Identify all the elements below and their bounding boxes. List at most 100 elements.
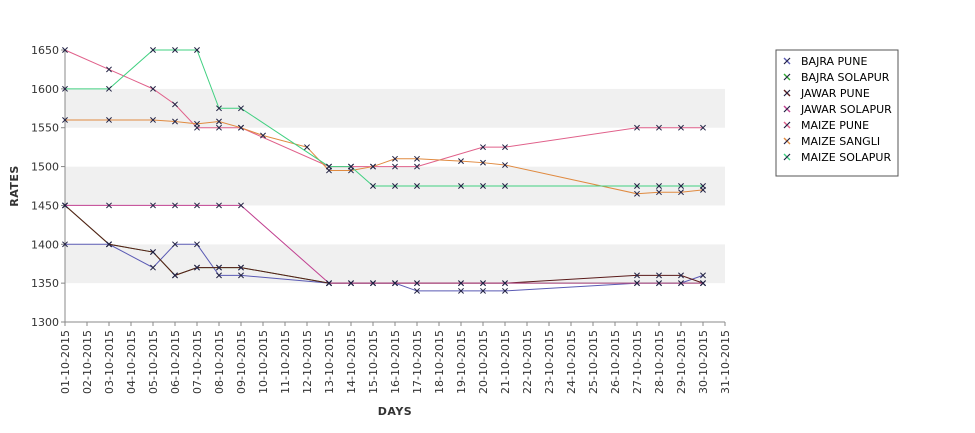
data-point-jawar-solapur xyxy=(194,202,200,209)
data-point-maize-solapur xyxy=(370,183,376,189)
marker-stroke xyxy=(502,287,508,294)
marker-stroke xyxy=(414,280,420,287)
data-point-jawar-solapur xyxy=(634,280,640,287)
y-tick-label: 1600 xyxy=(31,83,59,96)
x-tick-label: 31-10-2015 xyxy=(719,330,732,394)
data-point-bajra-pune xyxy=(700,272,706,279)
data-point-maize-solapur xyxy=(62,85,68,92)
data-point-jawar-solapur xyxy=(150,202,156,209)
data-point-jawar-solapur xyxy=(678,280,684,287)
marker-stroke xyxy=(656,124,662,131)
data-point-maize-solapur xyxy=(348,163,354,170)
y-axis-ticks: 1300 1350 1400 1450 1500 1550 1600 1650 xyxy=(31,44,65,329)
marker-stroke xyxy=(106,241,112,248)
data-point-maize-solapur xyxy=(106,85,112,92)
marker-stroke xyxy=(106,202,112,209)
marker-stroke xyxy=(656,183,662,189)
data-point-jawar-solapur xyxy=(414,280,420,287)
legend-item: MAIZE SANGLI xyxy=(783,135,880,148)
x-tick-label: 01-10-2015 xyxy=(59,330,72,394)
marker-stroke xyxy=(194,264,200,271)
data-point-maize-pune xyxy=(150,85,156,92)
marker-stroke xyxy=(678,183,684,189)
data-point-maize-solapur xyxy=(172,47,178,53)
legend-label: BAJRA PUNE xyxy=(801,55,867,68)
x-tick-label: 28-10-2015 xyxy=(653,330,666,394)
data-point-bajra-pune xyxy=(458,287,464,294)
data-point-maize-pune xyxy=(502,144,508,151)
data-point-jawar-pune xyxy=(194,264,200,271)
x-tick-label: 04-10-2015 xyxy=(125,330,138,394)
data-point-maize-sangli xyxy=(458,158,464,165)
y-tick-label: 1550 xyxy=(31,122,59,135)
marker-stroke xyxy=(62,116,68,123)
legend-item: JAWAR SOLAPUR xyxy=(783,103,892,116)
marker-stroke xyxy=(370,163,376,170)
marker-stroke xyxy=(458,287,464,294)
marker-stroke xyxy=(480,287,486,294)
x-tick-label: 26-10-2015 xyxy=(609,330,622,394)
data-point-maize-pune xyxy=(62,47,68,53)
data-point-maize-sangli xyxy=(194,120,200,127)
data-point-jawar-solapur xyxy=(700,280,706,287)
marker-stroke xyxy=(480,159,486,166)
marker-stroke xyxy=(458,158,464,165)
marker-stroke xyxy=(414,155,420,162)
marker-stroke xyxy=(634,280,640,287)
data-point-maize-solapur xyxy=(634,183,640,189)
data-point-jawar-pune xyxy=(238,264,244,271)
data-point-maize-pune xyxy=(678,124,684,131)
marker-stroke xyxy=(106,85,112,92)
marker-stroke xyxy=(238,202,244,209)
x-tick-label: 22-10-2015 xyxy=(521,330,534,394)
marker-stroke xyxy=(106,66,112,73)
marker-stroke xyxy=(172,47,178,53)
data-point-maize-sangli xyxy=(392,155,398,162)
marker-stroke xyxy=(348,163,354,170)
x-tick-label: 19-10-2015 xyxy=(455,330,468,394)
data-point-jawar-pune xyxy=(150,249,156,256)
marker-stroke xyxy=(414,163,420,170)
series-markers xyxy=(62,47,706,294)
data-point-maize-solapur xyxy=(656,183,662,189)
legend-label: MAIZE SOLAPUR xyxy=(801,151,891,164)
data-point-maize-pune xyxy=(414,163,420,170)
legend-label: MAIZE SANGLI xyxy=(801,135,880,148)
marker-stroke xyxy=(700,280,706,287)
data-point-maize-pune xyxy=(172,101,178,108)
marker-stroke xyxy=(216,118,222,125)
y-tick-label: 1450 xyxy=(31,199,59,212)
marker-stroke xyxy=(634,272,640,279)
data-point-maize-sangli xyxy=(480,159,486,166)
marker-stroke xyxy=(414,183,420,189)
x-tick-label: 02-10-2015 xyxy=(81,330,94,394)
data-point-bajra-pune xyxy=(502,287,508,294)
data-point-jawar-solapur xyxy=(216,202,222,209)
data-point-jawar-solapur xyxy=(62,202,68,209)
legend-marker xyxy=(783,57,791,65)
data-point-maize-sangli xyxy=(678,189,684,196)
x-tick-label: 27-10-2015 xyxy=(631,330,644,394)
data-point-maize-sangli xyxy=(634,190,640,197)
data-point-maize-pune xyxy=(106,66,112,73)
legend-item: MAIZE SOLAPUR xyxy=(783,151,891,164)
marker-stroke xyxy=(480,280,486,287)
marker-stroke xyxy=(700,124,706,131)
marker-stroke xyxy=(392,163,398,170)
marker-stroke xyxy=(150,202,156,209)
grid-bands xyxy=(65,50,725,322)
x-tick-label: 05-10-2015 xyxy=(147,330,160,394)
data-point-maize-pune xyxy=(634,124,640,131)
grid-band xyxy=(65,50,725,89)
data-point-maize-pune xyxy=(656,124,662,131)
marker-stroke xyxy=(634,124,640,131)
marker-stroke xyxy=(502,183,508,189)
y-tick-label: 1500 xyxy=(31,161,59,174)
x-tick-label: 16-10-2015 xyxy=(389,330,402,394)
grid-band xyxy=(65,205,725,245)
marker-stroke xyxy=(150,116,156,123)
data-point-maize-sangli xyxy=(370,163,376,170)
marker-stroke xyxy=(62,202,68,209)
